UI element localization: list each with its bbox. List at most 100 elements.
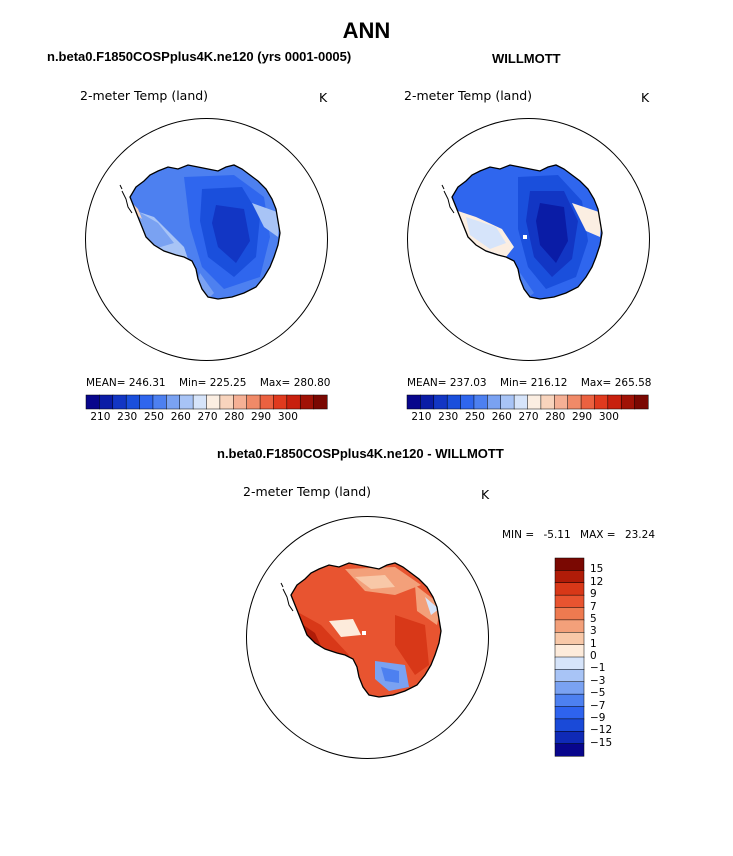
diff-colorbar-swatch [554, 632, 585, 646]
left-colorbar-tick-label: 270 [197, 411, 218, 423]
left-colorbar-swatch [233, 394, 248, 410]
left-colorbar-tick-label: 260 [170, 411, 191, 423]
diff-colorbar-swatch [554, 731, 585, 745]
left-polar-map [85, 118, 328, 361]
right-colorbar-swatch [527, 394, 542, 410]
left-colorbar-swatch [273, 394, 288, 410]
right-max-label: Max= [580, 377, 612, 389]
diff-colorbar-swatch [554, 607, 585, 621]
left-colorbar-ticks: 210 230 250 260 270 280 290 300 [86, 411, 327, 425]
right-max-value: 265.58 [614, 377, 652, 389]
right-polar-map [407, 118, 650, 361]
diff-min-label: MIN = [502, 529, 535, 541]
diff-colorbar-swatch [554, 619, 585, 633]
diff-colorbar-tick-label: 3 [590, 625, 597, 638]
left-colorbar-tick-label: 230 [117, 411, 138, 423]
left-colorbar-swatch [166, 394, 181, 410]
right-colorbar-swatch [473, 394, 488, 410]
diff-min-value: -5.11 [543, 529, 571, 541]
right-stats: MEAN= 237.03 Min= 216.12 Max= 265.58 [407, 377, 651, 389]
right-colorbar-swatch [446, 394, 462, 410]
right-colorbar-ticks: 210 230 250 260 270 280 290 300 [407, 411, 648, 425]
left-max-value: 280.80 [293, 377, 331, 389]
right-mean-label: MEAN= [407, 377, 447, 389]
left-variable-label: 2-meter Temp (land) [80, 88, 209, 103]
left-colorbar-tick-label: 210 [90, 411, 111, 423]
diff-max-value: 23.24 [624, 529, 655, 541]
figure-title: ANN [342, 18, 391, 43]
right-colorbar-swatch [460, 394, 475, 410]
right-colorbar-swatch [594, 394, 609, 410]
diff-colorbar-tick-label: −7 [590, 699, 606, 712]
diff-colorbar-swatch [554, 594, 585, 609]
diff-colorbar-swatch [554, 557, 585, 571]
diff-colorbar-tick-label: 12 [590, 575, 604, 588]
left-colorbar-swatch [179, 394, 194, 410]
right-colorbar-tick-label: 300 [598, 411, 619, 423]
diff-colorbar-tick-label: 5 [590, 612, 597, 625]
left-colorbar-swatch [125, 394, 141, 410]
left-colorbar-tick-label: 280 [224, 411, 245, 423]
left-colorbar-tick-label: 290 [251, 411, 272, 423]
right-colorbar-tick-label: 280 [545, 411, 566, 423]
right-mean-value: 237.03 [449, 377, 487, 389]
diff-colorbar-tick-label: −12 [590, 724, 613, 737]
left-colorbar-swatch [299, 394, 315, 410]
right-colorbar-swatch [500, 394, 515, 410]
left-colorbar-swatch [259, 394, 274, 410]
left-colorbar-swatch [99, 394, 114, 410]
right-variable-label: 2-meter Temp (land) [404, 88, 533, 103]
right-colorbar-tick-label: 260 [491, 411, 512, 423]
right-colorbar-tick-label: 250 [464, 411, 485, 423]
diff-polar-map [246, 516, 489, 759]
diff-colorbar-swatch [554, 644, 585, 658]
diff-panel-title: n.beta0.F1850COSPplus4K.ne120 - WILLMOTT [217, 446, 504, 461]
left-colorbar-swatch [139, 394, 154, 410]
right-colorbar-swatch [634, 394, 649, 410]
diff-colorbar-swatch [554, 706, 585, 720]
left-stats: MEAN= 246.31 Min= 225.25 Max= 280.80 [86, 377, 330, 389]
left-colorbar-swatch [85, 394, 100, 410]
right-min-label: Min= [499, 377, 528, 389]
left-colorbar-swatch [152, 394, 167, 410]
right-colorbar-swatch [580, 394, 595, 410]
diff-colorbar-tick-label: 7 [590, 600, 597, 613]
diff-colorbar-swatch [554, 656, 585, 670]
right-colorbar-tick-label: 270 [518, 411, 539, 423]
right-colorbar-swatch [554, 394, 569, 410]
right-colorbar-tick-label: 230 [438, 411, 459, 423]
diff-colorbar-tick-label: 1 [590, 637, 597, 650]
right-colorbar-swatch [540, 394, 555, 410]
right-units-label: K [641, 90, 650, 105]
left-colorbar-swatch [313, 394, 328, 410]
diff-colorbar-tick-label: 0 [590, 650, 597, 662]
left-mean-value: 246.31 [128, 377, 166, 389]
diff-colorbar-tick-label: −15 [590, 736, 613, 749]
diff-colorbar-tick-label: −9 [590, 711, 606, 724]
diff-colorbar-swatch [554, 681, 585, 695]
diff-colorbar-swatch [554, 718, 585, 732]
right-colorbar-swatch [567, 394, 582, 410]
right-colorbar-tick-label: 210 [411, 411, 432, 423]
left-colorbar-swatch [192, 394, 208, 410]
left-panel-title: n.beta0.F1850COSPplus4K.ne120 (yrs 0001-… [47, 49, 352, 64]
diff-stats: MIN = -5.11 MAX = 23.24 [502, 529, 655, 541]
left-colorbar-swatch [246, 394, 261, 410]
right-colorbar-tick-label: 290 [572, 411, 593, 423]
right-colorbar-swatch [607, 394, 622, 410]
left-colorbar-tick-label: 250 [143, 411, 164, 423]
right-colorbar-swatch [433, 394, 448, 410]
left-colorbar-swatch [112, 394, 127, 410]
left-colorbar-tick-label: 300 [277, 411, 298, 423]
left-units-label: K [319, 90, 328, 105]
diff-colorbar-tick-label: −5 [590, 687, 606, 700]
diff-colorbar-tick-label: 15 [590, 563, 604, 576]
right-colorbar-swatch [406, 394, 421, 410]
right-colorbar-swatch [620, 394, 636, 410]
left-colorbar-swatch [219, 394, 234, 410]
diff-colorbar-tick-label: −3 [590, 674, 606, 687]
diff-colorbar-tick-label: −1 [590, 662, 606, 675]
right-panel-title: WILLMOTT [492, 51, 561, 66]
left-colorbar-swatch [286, 394, 301, 410]
left-min-value: 225.25 [209, 377, 247, 389]
